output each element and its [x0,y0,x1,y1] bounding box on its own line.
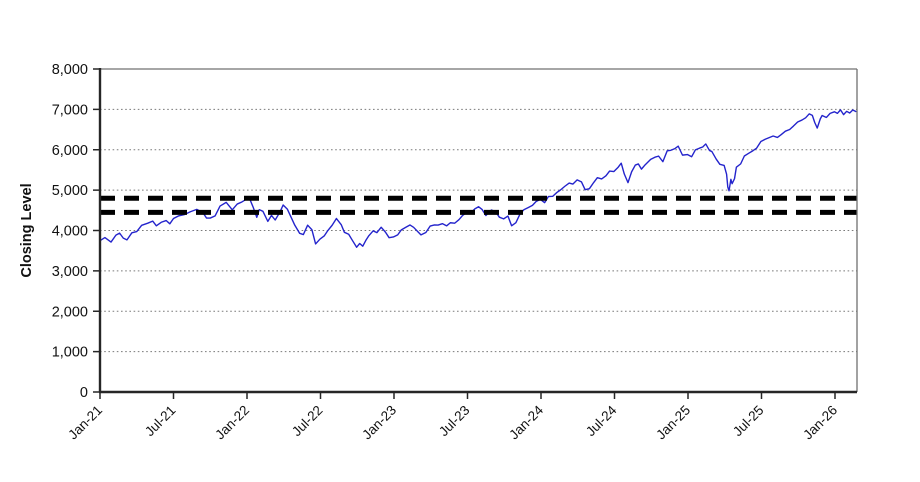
series-line-index-closing-level [99,109,857,248]
x-tick-label: Jan-26 [800,403,840,443]
x-tick-label: Jul-25 [730,403,767,440]
x-tick-label: Jul-23 [436,403,473,440]
x-tick-label: Jan-23 [359,403,399,443]
x-tick-label: Jul-24 [583,402,620,439]
y-tick-label: 2,000 [52,304,88,320]
x-tick-label: Jul-22 [289,403,326,440]
y-tick-label: 1,000 [52,345,88,361]
gridlines [100,108,857,353]
y-axis-ticks: 0 1,000 2,000 3,000 4,000 5,000 6,000 7,000 8,00… [52,62,100,401]
y-axis-title: Closing Level [19,183,35,277]
x-tick-label: Jan-25 [653,403,693,443]
y-tick-label: 4,000 [52,224,88,240]
x-tick-label: Jan-24 [506,402,546,442]
y-tick-label: 7,000 [52,102,88,118]
y-tick-label: 8,000 [52,62,88,78]
x-tick-label: Jan-21 [65,403,105,443]
x-tick-label: Jan-22 [212,403,252,443]
x-tick-label: Jul-21 [142,403,179,440]
y-tick-label: 5,000 [52,183,88,199]
y-tick-label: 0 [80,385,88,401]
y-tick-label: 3,000 [52,264,88,280]
y-tick-label: 6,000 [52,143,88,159]
x-axis-ticks: Jan-21 Jul-21 Jan-22 Jul-22 Jan-23 Jul-23 Jan-… [65,392,840,442]
